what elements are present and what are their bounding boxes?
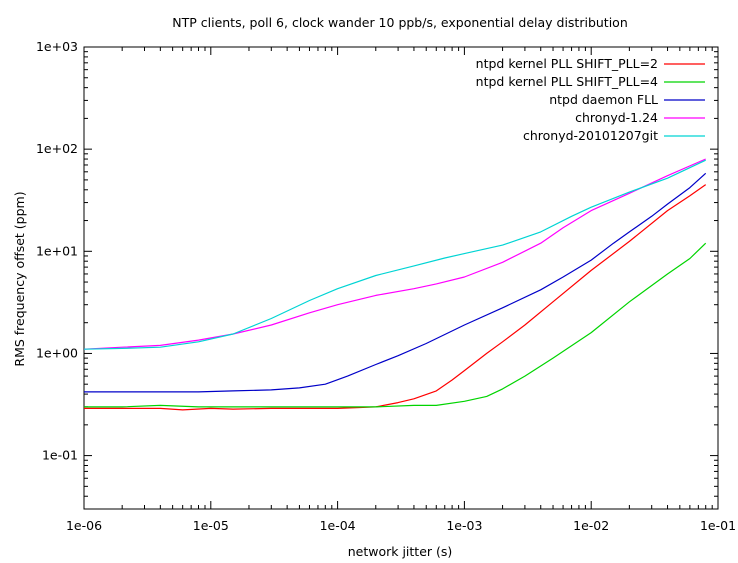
series-line-1 bbox=[84, 184, 707, 411]
legend-label: chronyd-1.24 bbox=[575, 110, 658, 125]
legend-label: chronyd-20101207git bbox=[523, 128, 658, 143]
legend-label: ntpd kernel PLL SHIFT_PLL=4 bbox=[476, 74, 658, 89]
x-tick-label: 1e-06 bbox=[66, 518, 102, 533]
x-tick-label: 1e-04 bbox=[320, 518, 356, 533]
y-tick-label: 1e+03 bbox=[36, 39, 78, 54]
y-tick-label: 1e-01 bbox=[42, 448, 78, 463]
axes: 1e-06 1e-05 1e-04 1e-03 1e-02 1e-01 1e-01 1e+00… bbox=[36, 39, 736, 533]
x-tick-label: 1e-05 bbox=[193, 518, 229, 533]
y-tick-label: 1e+02 bbox=[36, 141, 78, 156]
x-tick-label: 1e-01 bbox=[700, 518, 736, 533]
y-axis-label: RMS frequency offset (ppm) bbox=[12, 191, 27, 366]
series-line-4 bbox=[83, 158, 706, 350]
plot-frame bbox=[83, 46, 719, 510]
series-lines bbox=[83, 158, 707, 411]
legend-label: ntpd kernel PLL SHIFT_PLL=2 bbox=[476, 56, 658, 71]
series-line-5 bbox=[83, 159, 706, 350]
y-tick-label: 1e+00 bbox=[36, 345, 78, 360]
x-tick-label: 1e-03 bbox=[446, 518, 482, 533]
x-axis-label: network jitter (s) bbox=[348, 544, 453, 559]
legend-label: ntpd daemon FLL bbox=[549, 92, 658, 107]
chart-title: NTP clients, poll 6, clock wander 10 ppb… bbox=[172, 15, 628, 30]
series-line-2 bbox=[84, 242, 707, 408]
x-tick-label: 1e-02 bbox=[573, 518, 609, 533]
series-line-3 bbox=[84, 172, 707, 393]
y-tick-label: 1e+01 bbox=[36, 243, 78, 258]
